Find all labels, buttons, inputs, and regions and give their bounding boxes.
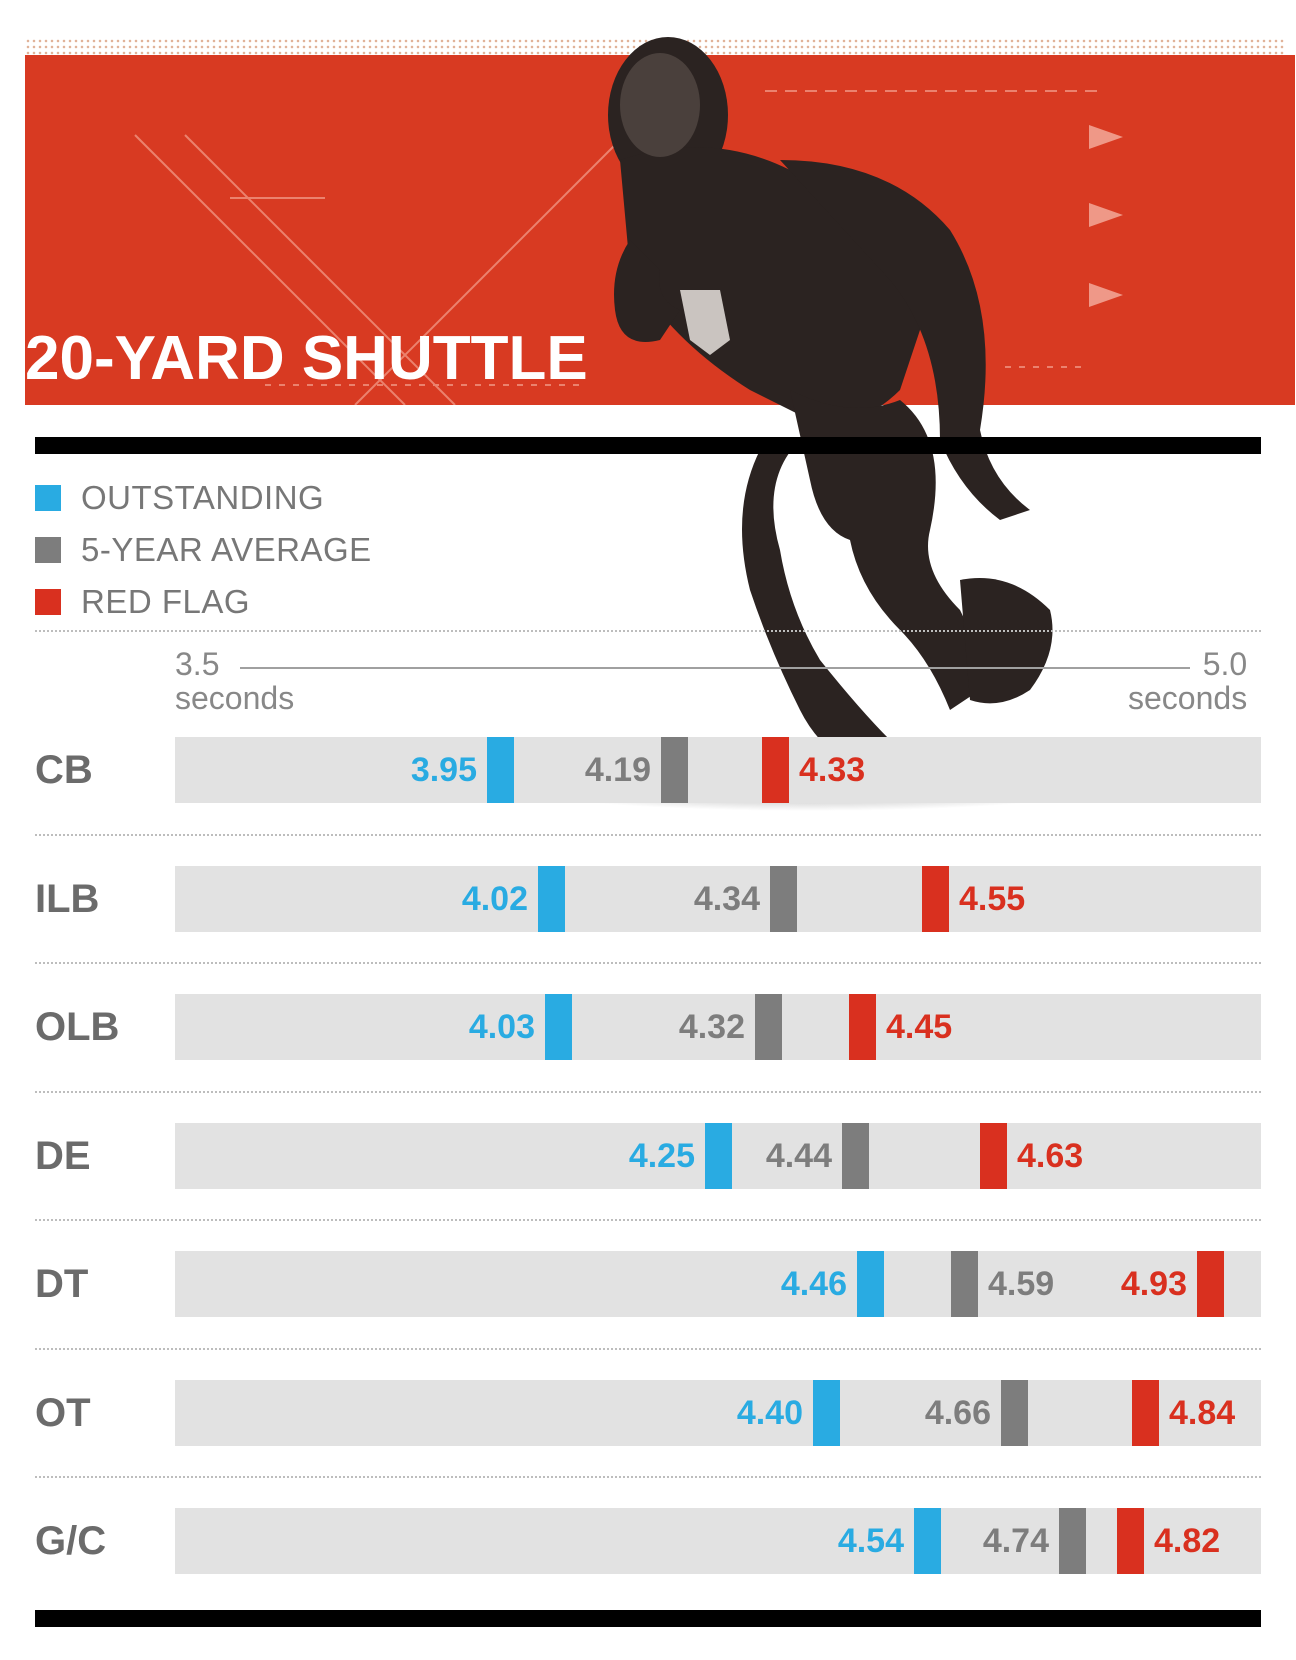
row-label-olb: OLB (35, 1005, 120, 1049)
marker-red-flag (1197, 1251, 1224, 1317)
marker-outstanding (813, 1380, 840, 1446)
legend: OUTSTANDING 5-YEAR AVERAGE RED FLAG (35, 472, 372, 628)
value-label-average: 4.59 (988, 1265, 1055, 1303)
marker-average (1059, 1508, 1086, 1574)
legend-item-red-flag: RED FLAG (35, 576, 372, 628)
top-rule (35, 437, 1261, 454)
value-label-outstanding: 4.46 (780, 1265, 847, 1303)
value-label-outstanding: 4.25 (628, 1137, 695, 1175)
value-label-red-flag: 4.84 (1169, 1394, 1236, 1432)
marker-average (661, 737, 688, 803)
row-divider (35, 1348, 1261, 1350)
value-label-red-flag: 4.45 (886, 1008, 953, 1046)
value-label-red-flag: 4.63 (1017, 1137, 1084, 1175)
row-divider (35, 1091, 1261, 1093)
legend-swatch-outstanding (35, 485, 61, 511)
value-label-average: 4.44 (765, 1137, 832, 1175)
value-label-red-flag: 4.93 (1120, 1265, 1187, 1303)
axis-max-unit: seconds (1128, 680, 1248, 716)
marker-outstanding (914, 1508, 941, 1574)
axis-min-value: 3.5 (175, 646, 220, 682)
marker-average (842, 1123, 869, 1189)
marker-average (1001, 1380, 1028, 1446)
row-divider (35, 1476, 1261, 1478)
axis-max-value: 5.0 (1202, 646, 1248, 682)
marker-red-flag (1117, 1508, 1144, 1574)
row-label-g-c: G/C (35, 1519, 107, 1563)
marker-red-flag (980, 1123, 1007, 1189)
value-label-outstanding: 3.95 (410, 751, 477, 789)
marker-red-flag (762, 737, 789, 803)
row-track (175, 866, 1261, 932)
marker-outstanding (857, 1251, 884, 1317)
value-label-outstanding: 4.54 (837, 1522, 904, 1560)
legend-item-outstanding: OUTSTANDING (35, 472, 372, 524)
marker-red-flag (849, 994, 876, 1060)
marker-red-flag (922, 866, 949, 932)
axis-line (240, 667, 1190, 669)
marker-red-flag (1132, 1380, 1159, 1446)
legend-swatch-average (35, 537, 61, 563)
marker-outstanding (538, 866, 565, 932)
legend-label: RED FLAG (81, 583, 251, 620)
row-track (175, 737, 1261, 803)
legend-swatch-red-flag (35, 589, 61, 615)
field-lines-graphic (134, 90, 1123, 405)
legend-label: OUTSTANDING (81, 479, 325, 516)
marker-outstanding (487, 737, 514, 803)
value-label-red-flag: 4.82 (1154, 1522, 1221, 1560)
page-title: 20-YARD SHUTTLE (25, 324, 588, 393)
marker-average (951, 1251, 978, 1317)
legend-label: 5-YEAR AVERAGE (81, 531, 372, 568)
value-label-red-flag: 4.33 (799, 751, 866, 789)
value-label-outstanding: 4.40 (736, 1394, 803, 1432)
value-label-average: 4.32 (678, 1008, 745, 1046)
value-label-outstanding: 4.03 (468, 1008, 535, 1046)
value-label-red-flag: 4.55 (959, 880, 1026, 918)
marker-average (755, 994, 782, 1060)
row-label-ot: OT (35, 1391, 91, 1435)
value-label-outstanding: 4.02 (461, 880, 528, 918)
row-track (175, 1251, 1261, 1317)
axis-max-label: 5.0 seconds (1128, 647, 1247, 715)
row-track (175, 1380, 1261, 1446)
value-label-average: 4.74 (982, 1522, 1049, 1560)
value-label-average: 4.19 (584, 751, 651, 789)
row-label-ilb: ILB (35, 877, 100, 921)
row-track (175, 1508, 1261, 1574)
value-label-average: 4.34 (693, 880, 760, 918)
row-label-de: DE (35, 1134, 91, 1178)
marker-average (770, 866, 797, 932)
row-divider (35, 962, 1261, 964)
row-divider (35, 1219, 1261, 1221)
axis-min-unit: seconds (175, 680, 295, 716)
row-divider (35, 834, 1261, 836)
row-label-dt: DT (35, 1262, 89, 1306)
axis-min-label: 3.5 seconds (175, 647, 294, 715)
marker-outstanding (705, 1123, 732, 1189)
marker-outstanding (545, 994, 572, 1060)
row-track (175, 994, 1261, 1060)
legend-item-average: 5-YEAR AVERAGE (35, 524, 372, 576)
value-label-average: 4.66 (924, 1394, 991, 1432)
divider (35, 630, 1261, 632)
bottom-rule (35, 1610, 1261, 1627)
row-label-cb: CB (35, 748, 93, 792)
